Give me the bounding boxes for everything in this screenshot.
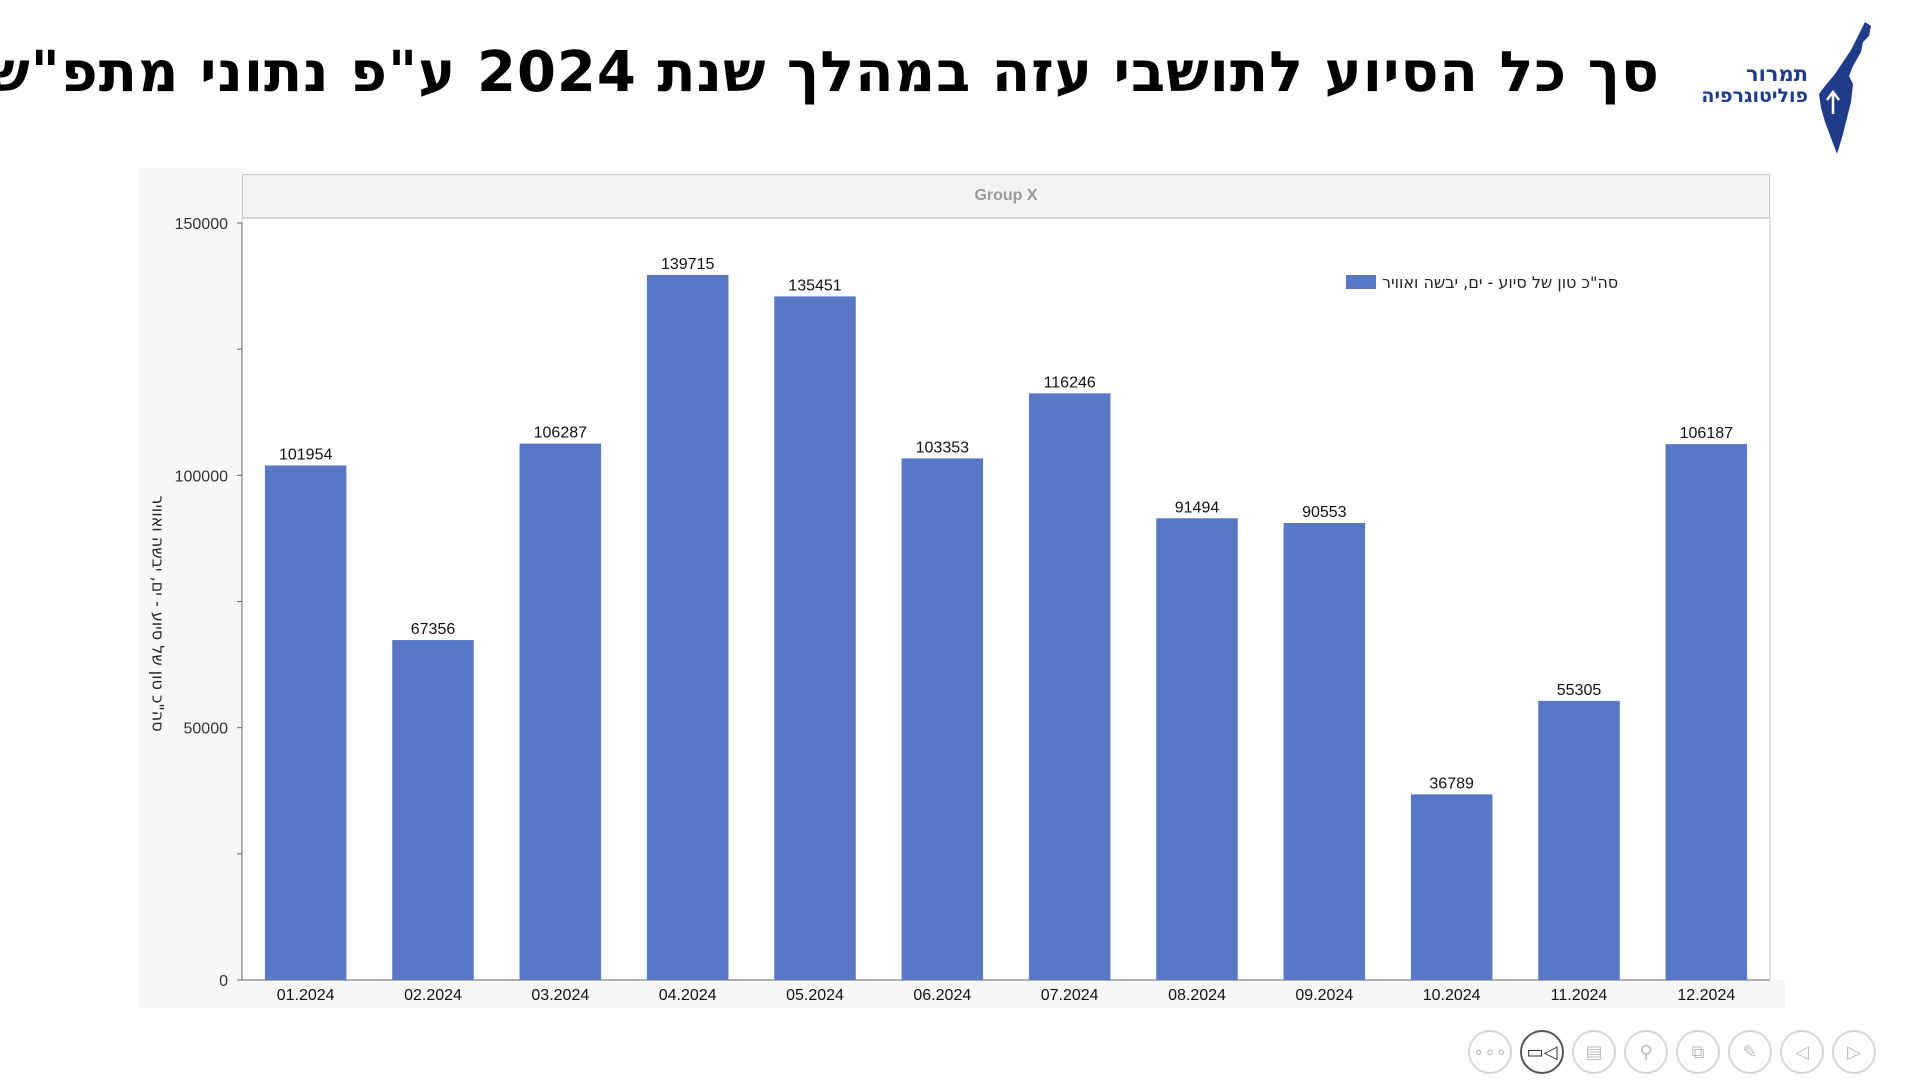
video-camera-icon[interactable]: ▭◁ [1520, 1030, 1564, 1074]
data-label: 55305 [1557, 682, 1602, 699]
x-tick-label: 03.2024 [531, 987, 589, 1004]
pen-icon[interactable]: ✎ [1728, 1030, 1772, 1074]
bar [901, 458, 984, 980]
presentation-toolbar: ∘∘∘ ▭◁ ▤ ⚲ ⧉ ✎ ◁ ▷ [1468, 1030, 1876, 1080]
data-label: 106287 [534, 425, 587, 442]
subtitles-icon[interactable]: ▤ [1572, 1030, 1616, 1074]
data-label: 106187 [1680, 425, 1733, 442]
x-tick-label: 06.2024 [913, 987, 971, 1004]
israel-map-icon [1819, 22, 1871, 154]
bar [1665, 444, 1748, 980]
bar [646, 274, 729, 980]
bar [519, 443, 602, 980]
y-axis-title: סה"כ טון של סיוע - ים, יבשה ואוויר [148, 495, 168, 732]
slide-title: סך כל הסיוע לתושבי עזה במהלך שנת 2024 ע"… [0, 40, 1660, 105]
x-tick-label: 09.2024 [1295, 987, 1353, 1004]
y-tick-label: 0 [219, 973, 228, 990]
data-label: 36789 [1429, 775, 1474, 792]
data-label: 135451 [788, 277, 841, 294]
y-tick-label: 50000 [184, 721, 229, 738]
y-axis-panel [138, 168, 242, 1008]
data-label: 116246 [1044, 374, 1096, 391]
x-tick-label: 11.2024 [1551, 987, 1608, 1004]
bar [1410, 794, 1493, 980]
x-tick-label: 07.2024 [1041, 987, 1099, 1004]
x-tick-label: 10.2024 [1423, 987, 1481, 1004]
slides-grid-icon[interactable]: ⧉ [1676, 1030, 1720, 1074]
logo-text: תמרור פוליטוגרפיה [1701, 62, 1808, 108]
x-tick-label: 08.2024 [1168, 987, 1226, 1004]
chart-panel: 0 50000 100000 150000 101954 01.2024 67356 02.2… [138, 168, 1785, 1008]
data-label: 139715 [661, 256, 714, 273]
logo-line1: תמרור [1745, 62, 1808, 86]
bar [774, 296, 856, 980]
data-label: 101954 [279, 446, 332, 463]
x-tick-label: 04.2024 [659, 987, 717, 1004]
group-header: Group X [242, 174, 1770, 218]
logo-line2: פוליטוגרפיה [1701, 85, 1808, 108]
data-label: 91494 [1175, 499, 1220, 516]
bar [392, 640, 474, 980]
logo: תמרור פוליטוגרפיה [1701, 22, 1893, 157]
x-tick-label: 01.2024 [277, 987, 335, 1004]
y-tick-label: 150000 [175, 216, 228, 233]
legend-label: סה"כ טון של סיוע - ים, יבשה ואוויר [1382, 272, 1619, 292]
bar [1538, 700, 1620, 980]
x-tick-label: 12.2024 [1677, 987, 1735, 1004]
data-label: 90553 [1302, 504, 1347, 521]
x-axis-panel [138, 980, 1785, 1008]
bar-chart: 0 50000 100000 150000 101954 01.2024 67356 02.2… [138, 168, 1785, 1008]
plot-area [241, 217, 1771, 981]
data-label: 103353 [916, 439, 969, 456]
data-label: 67356 [411, 621, 456, 638]
y-tick-label: 100000 [175, 468, 228, 485]
previous-icon[interactable]: ◁ [1780, 1030, 1824, 1074]
x-tick-label: 02.2024 [404, 987, 462, 1004]
legend-swatch [1346, 275, 1376, 289]
x-tick-label: 05.2024 [786, 987, 844, 1004]
zoom-icon[interactable]: ⚲ [1624, 1030, 1668, 1074]
more-icon[interactable]: ∘∘∘ [1468, 1030, 1512, 1074]
next-icon[interactable]: ▷ [1832, 1030, 1876, 1074]
bar [1028, 393, 1111, 980]
bar [1156, 518, 1238, 980]
bar [264, 465, 347, 980]
bar [1283, 523, 1366, 980]
legend: סה"כ טון של סיוע - ים, יבשה ואוויר [1346, 271, 1766, 293]
